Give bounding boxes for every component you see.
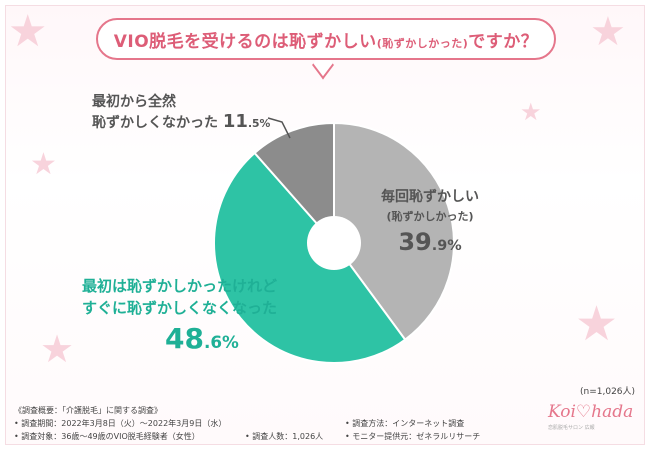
- pie-slice-never-embarrassed: [253, 121, 335, 246]
- title-bubble: VIO脱毛を受けるのは恥ずかしい(恥ずかしかった)ですか？: [96, 18, 556, 60]
- survey-provider: • モニター提供元：ゼネラルリサーチ: [345, 432, 481, 441]
- survey-count: • 調査人数：1,026人: [245, 432, 324, 441]
- survey-target: • 調査対象：36歳〜49歳のVIO脱毛経験者（女性）: [14, 432, 200, 441]
- chart-title: VIO脱毛を受けるのは恥ずかしい(恥ずかしかった)ですか？: [113, 31, 539, 52]
- brand-logo: Koi♡hada: [548, 402, 634, 422]
- sample-size: (n=1,026人): [580, 387, 636, 397]
- slice-value: 39.9%: [398, 228, 462, 256]
- star-decoration: ★: [575, 296, 619, 352]
- star-decoration: ★: [30, 147, 57, 182]
- survey-overview: 《調査概要：「介護脱毛」に関する調査》: [14, 406, 162, 415]
- survey-method: • 調査方法：インターネット調査: [345, 419, 465, 428]
- survey-period: • 調査期間：2022年3月8日（火）〜2022年3月9日（水）: [14, 419, 227, 428]
- label-every-time-embarrassed: 毎回恥ずかしい (恥ずかしかった) 39.9%: [360, 186, 500, 256]
- slice-label-line1: 最初は恥ずかしかったけれど: [82, 277, 278, 295]
- leader-line: [267, 117, 291, 139]
- slice-label-line1: 最初から全然: [92, 94, 176, 110]
- slice-label-line2: すぐに恥ずかしくなくなった: [82, 299, 278, 317]
- label-embarrassed-at-first: 最初は恥ずかしかったけれど すぐに恥ずかしくなくなった: [82, 275, 277, 319]
- slice-label-line2: 恥ずかしくなかった 11.5%: [92, 111, 271, 132]
- slice-value: 11.5%: [222, 111, 271, 132]
- slice-value-embarrassed-at-first: 48.6%: [165, 322, 239, 355]
- brand-logo-sub: 恋肌脱毛サロン 広報: [548, 425, 595, 431]
- slice-label-line1: 毎回恥ずかしい: [381, 189, 479, 205]
- donut-hole: [307, 216, 361, 270]
- star-decoration: ★: [8, 6, 48, 57]
- pie-slice-embarrassed-at-first: [213, 151, 407, 364]
- star-decoration: ★: [590, 9, 626, 55]
- star-decoration: ★: [520, 98, 542, 126]
- slice-label-line2: (恥ずかしかった): [386, 210, 474, 223]
- star-decoration: ★: [40, 327, 75, 371]
- label-never-embarrassed: 最初から全然 恥ずかしくなかった 11.5%: [92, 92, 270, 134]
- pie-slice-every-time-embarrassed: [333, 121, 455, 342]
